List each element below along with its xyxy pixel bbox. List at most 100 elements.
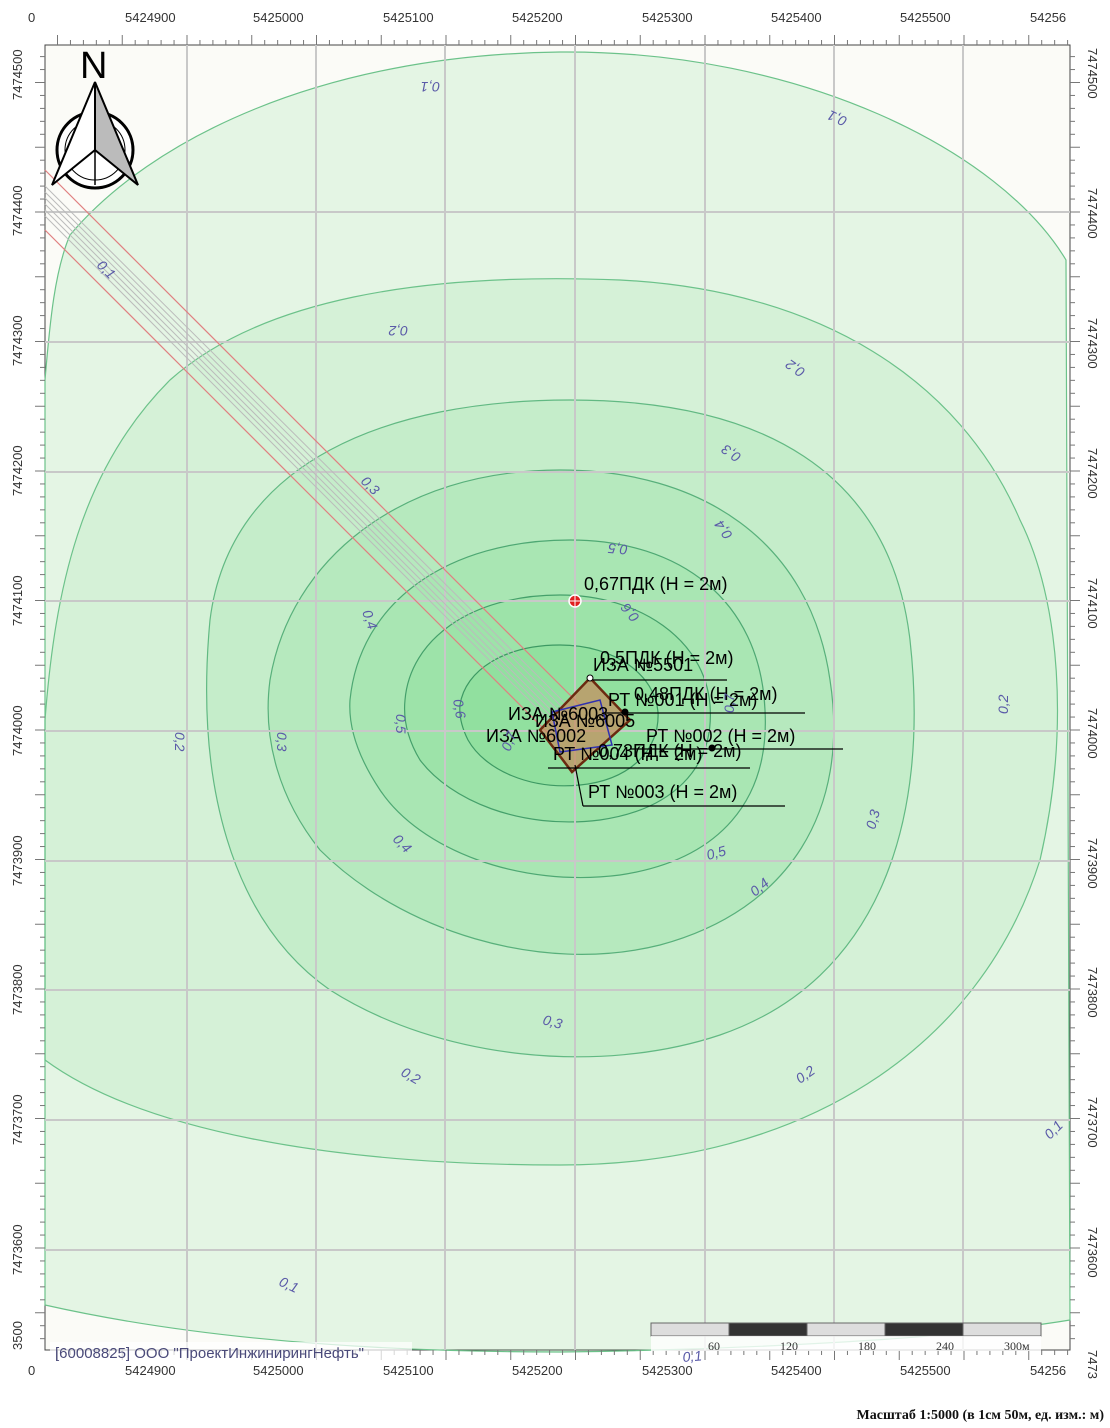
pipeline-boundary-line (44, 169, 586, 711)
y-tick-label: 7474100 (1085, 578, 1100, 629)
y-tick-label: 7474400 (1085, 188, 1100, 239)
y-tick-label: 7474200 (10, 445, 25, 496)
isoline-label: 0,3 (274, 732, 290, 752)
isoline-label: 0,7 (721, 692, 737, 713)
x-axis-top: 0 5424900 5425000 5425100 5425200 542530… (28, 10, 1066, 25)
isoline-label: 0,1 (682, 1347, 703, 1365)
isoline-label: 0,2 (172, 732, 188, 752)
pipeline-hatch-line (44, 197, 573, 725)
y-tick-label: 7474000 (10, 705, 25, 756)
x-tick-label: 5425500 (900, 1363, 951, 1378)
y-tick-label: 7473600 (1085, 1227, 1100, 1278)
isoline-label: 0,6 (450, 698, 469, 720)
map-label: РТ №004 (Н = 2м) (553, 744, 702, 764)
y-tick-label: 7474500 (10, 49, 25, 100)
x-axis-bottom: 0 5424900 5425000 5425100 5425200 542530… (28, 1363, 1066, 1378)
y-axis-right: 7474500 7474400 7474300 7474200 7474100 … (1085, 48, 1100, 1379)
scale-caption: Масштаб 1:5000 (в 1см 50м, ед. изм.: м) (856, 1408, 1104, 1423)
north-arrow-label: N (80, 45, 107, 87)
x-tick-label: 5425500 (900, 10, 951, 25)
north-arrow-icon: N (51, 45, 139, 190)
y-tick-label: 7473700 (10, 1094, 25, 1145)
y-tick-label: 7474500 (1085, 48, 1100, 99)
x-tick-label: 5424900 (125, 10, 176, 25)
map-label: 0,73ПДК (Н = 2м) (598, 741, 742, 761)
isoline-label: 0,5 (705, 842, 728, 863)
y-tick-label: 7474100 (10, 575, 25, 626)
map-label: ИЗА №5501 (593, 655, 693, 675)
isoline-label: 0,4 (359, 608, 381, 632)
y-tick-label: 7474200 (1085, 448, 1100, 499)
x-tick-label: 5425200 (512, 1363, 563, 1378)
scale-segment (884, 1322, 964, 1337)
scale-segment (650, 1322, 730, 1337)
scale-segment (962, 1322, 1042, 1337)
isoline-label: 0,2 (995, 694, 1011, 714)
isoline-label: 0,1 (277, 1273, 301, 1296)
pipeline-hatch-line (44, 209, 567, 732)
y-tick-label: 7473900 (10, 835, 25, 886)
pipeline-hatch-line (44, 215, 564, 735)
scale-tick-label: 300м (1004, 1339, 1030, 1353)
scale-segment (728, 1322, 808, 1337)
coordinate-grid (45, 45, 1070, 1350)
map-label: РТ №001 (Н = 2м) (608, 690, 757, 710)
y-tick-label: 7473900 (1085, 838, 1100, 889)
y-tick-label: 3500 (10, 1321, 25, 1350)
organization-background (50, 1342, 412, 1364)
x-tick-label: 5425400 (771, 1363, 822, 1378)
x-tick-label: 5425100 (383, 1363, 434, 1378)
isoline-0-4 (267, 469, 835, 955)
isoline-label: 0,1 (421, 79, 440, 95)
point-marker (586, 674, 594, 682)
pipeline-hatch-line (44, 203, 570, 729)
isoline-label: 0,7 (498, 728, 520, 753)
y-tick-label: 7473 (1085, 1350, 1100, 1379)
y-axis-left: 7474500 7474400 7474300 7474200 7474100 … (10, 49, 25, 1350)
isoline-label: 0,1 (825, 107, 849, 130)
scale-tick-label: 240 (936, 1339, 954, 1353)
x-tick-label: 0 (28, 10, 35, 25)
x-tick-label: 5425300 (642, 10, 693, 25)
pipeline-hatch-line (44, 185, 579, 717)
y-tick-label: 7474300 (1085, 318, 1100, 369)
leader-line (574, 764, 584, 807)
x-tick-label: 5425300 (642, 1363, 693, 1378)
y-tick-label: 7474300 (10, 315, 25, 366)
site-boundary (538, 676, 632, 774)
map-label: РТ №002 (Н = 2м) (646, 726, 795, 746)
map-frame (44, 44, 1071, 1351)
scale-tick-label: 120 (780, 1339, 798, 1353)
y-tick-label: 7473700 (1085, 1097, 1100, 1148)
x-tick-label: 5425000 (253, 1363, 304, 1378)
x-tick-label: 54256 (1030, 1363, 1066, 1378)
y-tick-label: 7474000 (1085, 708, 1100, 759)
isoline-label: 0,5 (393, 714, 409, 734)
map-label: 0,5ПДК (Н = 2м) (600, 648, 734, 668)
point-marker (708, 744, 716, 752)
x-tick-label: 5425100 (383, 10, 434, 25)
isoline-label: 0,3 (541, 1011, 564, 1032)
scale-tick-label: 60 (708, 1339, 720, 1353)
map-label: ИЗА №6003 (508, 704, 608, 724)
map-label: РТ №003 (Н = 2м) (588, 782, 737, 802)
isoline-label: 0,3 (862, 808, 883, 831)
x-tick-label: 5425000 (253, 10, 304, 25)
scale-bar: 60 120 180 240 300м (650, 1322, 1042, 1353)
organization-label: [60008825] ООО "ПроектИнжинирингНефть" (55, 1345, 364, 1362)
scale-text-background (651, 1336, 1041, 1351)
y-tick-label: 7473800 (10, 964, 25, 1015)
pipeline-boundary-line (44, 229, 556, 741)
max-concentration-label: 0,67ПДК (Н = 2м) (584, 574, 728, 594)
scale-segment (806, 1322, 886, 1337)
y-tick-label: 7474400 (10, 185, 25, 236)
map-label: 0,48ПДК (Н = 2м) (634, 684, 778, 704)
x-tick-label: 5424900 (125, 1363, 176, 1378)
isoline-label: 0,2 (388, 323, 408, 339)
map-label: ИЗА №6005 (535, 711, 635, 731)
x-tick-label: 0 (28, 1363, 35, 1378)
x-tick-label: 5425400 (771, 10, 822, 25)
x-tick-label: 54256 (1030, 10, 1066, 25)
y-tick-label: 7473600 (10, 1224, 25, 1275)
